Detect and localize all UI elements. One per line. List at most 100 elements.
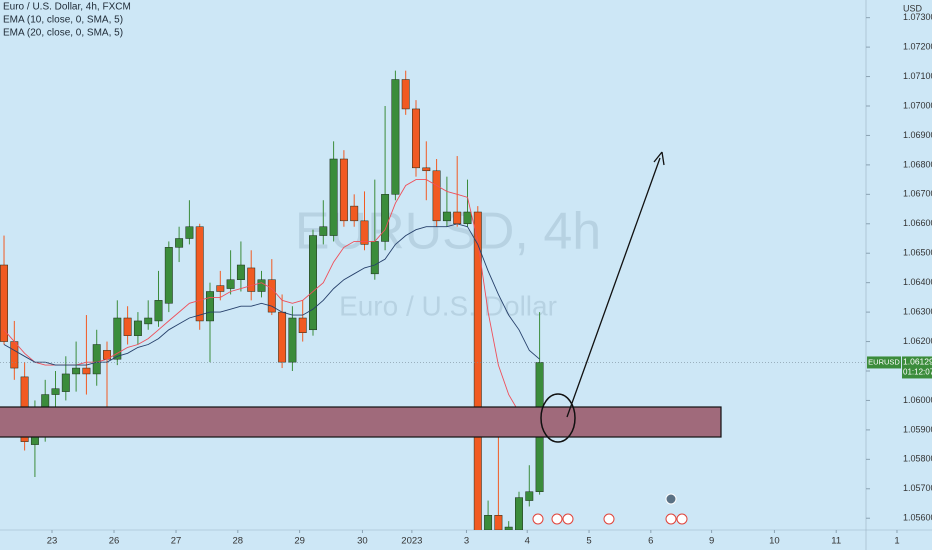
circle-marker — [540, 393, 576, 443]
candle-body — [164, 247, 173, 304]
candle-body — [453, 211, 462, 225]
watermark-name: Euro / U.S. Dollar — [339, 290, 557, 321]
event-icon — [562, 513, 574, 525]
x-tick-label: 10 — [769, 536, 780, 547]
x-tick-label: 29 — [294, 536, 305, 547]
y-tick-label: 1.06500 — [903, 248, 932, 258]
candle-body — [226, 279, 235, 289]
candle-body — [381, 194, 390, 242]
symbol-tag-label: EURUSD — [868, 357, 900, 366]
candle-body — [216, 285, 225, 292]
candle-body — [236, 264, 245, 280]
event-icon — [676, 513, 688, 525]
candle-body — [288, 317, 297, 363]
x-tick-label: 11 — [831, 536, 841, 547]
x-tick-label: 6 — [648, 536, 653, 547]
candle-body — [51, 388, 60, 395]
x-tick-label: 26 — [109, 536, 120, 547]
candle-body — [185, 226, 194, 239]
candle-body — [92, 344, 101, 375]
event-icons — [532, 493, 688, 525]
candle-body — [360, 220, 369, 245]
candle-body — [401, 79, 410, 110]
x-tick-label: 4 — [525, 536, 530, 547]
candle-body — [350, 205, 359, 222]
y-tick-label: 1.06000 — [903, 395, 932, 405]
candle-body — [484, 515, 493, 530]
candle-body — [267, 279, 276, 313]
legend-entry: EMA (10, close, 0, SMA, 5) — [3, 15, 123, 26]
event-icon — [532, 513, 544, 525]
legend-title: Euro / U.S. Dollar, 4h, FXCM — [3, 2, 131, 13]
candle-body — [473, 211, 482, 530]
arrow-head — [653, 151, 665, 166]
y-tick-label: 1.06300 — [903, 306, 932, 316]
y-tick-label: 1.06600 — [903, 218, 932, 228]
x-tick-label: 1 — [894, 536, 899, 547]
x-tick-label: 28 — [233, 536, 244, 547]
currency-label: USD — [903, 3, 923, 13]
y-tick-label: 1.05800 — [903, 454, 932, 464]
y-tick-label: 1.05600 — [903, 513, 932, 523]
candle-body — [113, 317, 122, 360]
candle-body — [370, 241, 379, 275]
y-tick-label: 1.07100 — [903, 71, 932, 81]
price-tag-label: 1.06129 — [903, 357, 932, 367]
drawings — [0, 151, 722, 443]
candle-body — [0, 264, 8, 342]
candle-body — [422, 167, 431, 172]
candle-body — [247, 267, 256, 292]
candle-body — [206, 291, 214, 322]
y-tick-label: 1.06700 — [903, 189, 932, 199]
symbol-tag — [867, 356, 901, 369]
y-tick-label: 1.07000 — [903, 100, 932, 110]
candle-body — [195, 226, 204, 322]
candle-body — [154, 300, 163, 322]
candle-body — [525, 491, 534, 501]
candle-body — [10, 341, 19, 369]
candle-body — [412, 108, 420, 169]
candle-body — [133, 320, 142, 336]
x-tick-label: 23 — [47, 536, 58, 547]
candle-body — [442, 211, 451, 222]
candle-body — [123, 317, 132, 336]
x-tick-label: 3 — [464, 536, 469, 547]
candle-body — [309, 235, 317, 331]
candle-body — [298, 317, 307, 333]
y-tick-label: 1.06400 — [903, 277, 932, 287]
candle-body — [175, 238, 184, 248]
candle-body — [82, 367, 91, 375]
y-tick-label: 1.06800 — [903, 159, 932, 169]
candle-body — [494, 515, 503, 530]
legend-entry: EMA (20, close, 0, SMA, 5) — [3, 28, 123, 39]
countdown-label: 01:12:07 — [903, 368, 932, 377]
candle-body — [329, 158, 338, 236]
candle-body — [339, 158, 348, 222]
event-icon — [665, 513, 677, 525]
candle-body — [391, 79, 400, 195]
x-tick-label: 30 — [357, 536, 368, 547]
candle-body — [515, 497, 523, 530]
candle-body — [319, 226, 328, 236]
x-tick-label: 5 — [586, 536, 591, 547]
candle-body — [432, 170, 441, 222]
event-icon — [665, 493, 677, 505]
arrow-line — [566, 157, 661, 418]
y-tick-label: 1.05900 — [903, 424, 932, 434]
y-tick-label: 1.07200 — [903, 41, 932, 51]
candle-body — [278, 311, 287, 363]
ema-line — [3, 223, 540, 366]
candle-body — [61, 373, 70, 392]
event-icon — [551, 513, 563, 525]
candle-body — [504, 526, 513, 530]
candle-body — [463, 211, 472, 225]
x-tick-label: 2023 — [401, 536, 422, 547]
y-tick-label: 1.07300 — [903, 12, 932, 22]
event-icon — [603, 513, 615, 525]
support-zone — [0, 406, 722, 438]
y-tick-label: 1.06900 — [903, 130, 932, 140]
y-tick-label: 1.05700 — [903, 483, 932, 493]
price-tag — [902, 356, 932, 379]
